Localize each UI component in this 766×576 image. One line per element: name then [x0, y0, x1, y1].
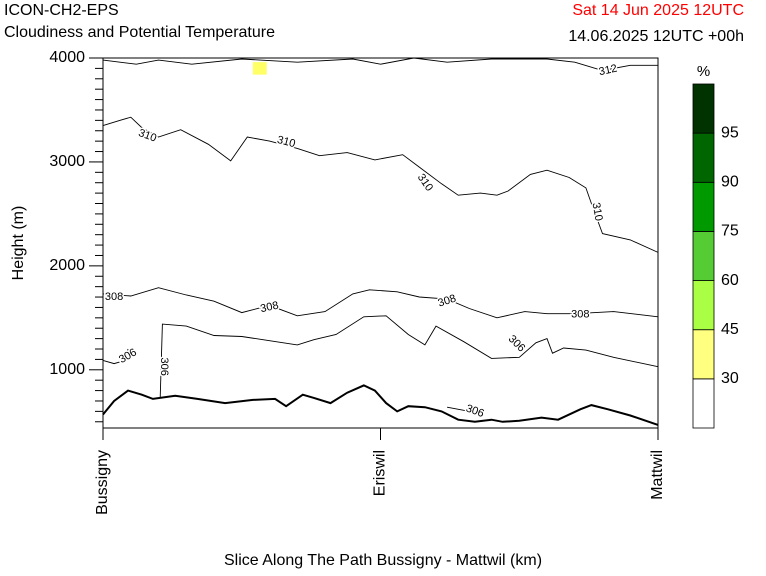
x-station-label: Mattwil [649, 450, 666, 500]
isentrope-layer: 312 310 310 310 310 308 308 308 308 306 306 306 306 [102, 57, 659, 422]
isentrope-label: 310 [590, 202, 605, 222]
valid-time: 14.06.2025 12UTC +00h [568, 28, 744, 45]
cloud-patch [252, 62, 267, 75]
isentrope-label: 308 [105, 291, 123, 303]
colorbar-segment [692, 280, 715, 331]
axis-layer: 1000 2000 3000 4000 Height (m) Bussigny Eriswi… [10, 49, 666, 515]
y-tick-label: 2000 [49, 257, 85, 274]
y-tick-label: 3000 [49, 153, 85, 170]
isentrope-line-312 [102, 57, 658, 71]
colorbar-segment [692, 378, 715, 429]
isentrope-label: 308 [436, 293, 457, 310]
colorbar-level-label: 45 [721, 321, 739, 338]
isentrope-line-306 [102, 348, 129, 365]
isentrope-line-310 [102, 116, 659, 253]
run-date: Sat 14 Jun 2025 12UTC [572, 2, 744, 19]
y-axis-title: Height (m) [10, 206, 27, 281]
y-tick-label: 1000 [49, 361, 85, 378]
isentrope-line-308 [102, 287, 659, 319]
isentrope-line-306 [159, 315, 659, 398]
isentrope-line-306 [447, 406, 481, 414]
isentrope-label: 306 [117, 346, 139, 366]
isentrope-label: 308 [571, 309, 589, 321]
terrain-layer [102, 384, 659, 426]
isentrope-label: 312 [598, 63, 618, 79]
isentrope-label: 310 [137, 127, 158, 145]
isentrope-label: 306 [464, 403, 485, 421]
colorbar-segment [692, 83, 715, 134]
colorbar-level-label: 75 [721, 223, 739, 240]
isentrope-label: 306 [506, 333, 527, 354]
x-axis-title: Slice Along The Path Bussigny - Mattwil … [223, 552, 543, 569]
colorbar-unit: % [697, 63, 710, 80]
colorbar-segment [692, 132, 715, 183]
cloud-layer [252, 62, 267, 75]
x-station-label: Eriswil [372, 450, 389, 496]
plot-frame [102, 57, 659, 429]
colorbar-segment [692, 329, 715, 380]
y-tick-label: 4000 [49, 49, 85, 66]
terrain-profile [102, 384, 659, 426]
model-title: ICON-CH2-EPS [4, 2, 119, 19]
colorbar-level-label: 30 [721, 370, 739, 387]
colorbar-level-label: 95 [721, 124, 739, 141]
isentrope-label: 306 [158, 358, 170, 376]
colorbar-level-label: 60 [721, 272, 739, 289]
isentrope-label: 308 [259, 300, 279, 316]
chart-subtitle: Cloudiness and Potential Temperature [4, 24, 275, 41]
x-station-label: Bussigny [94, 450, 111, 515]
isentrope-label: 310 [415, 172, 435, 194]
colorbar-legend: 30 45 60 75 90 95% [692, 63, 739, 429]
colorbar-level-label: 90 [721, 174, 739, 191]
colorbar-segment [692, 231, 715, 281]
isentrope-label: 310 [276, 134, 297, 150]
colorbar-segment [692, 181, 715, 232]
